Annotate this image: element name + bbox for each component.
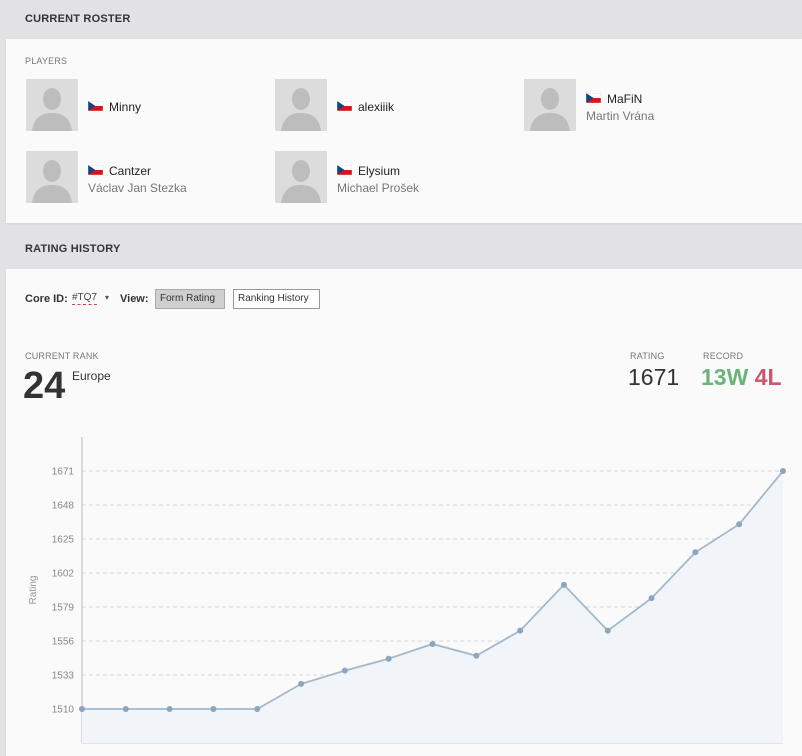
record-losses: 4L [754,364,782,390]
rating-chart: 1510 1533 1556 1579 1602 1625 1648 1671 Rating [28,437,786,744]
players-label: PLAYERS [25,56,68,66]
record-label: RECORD [703,351,744,361]
cz-flag-icon [88,165,103,175]
player-card[interactable]: Elysium Michael Prošek [275,151,515,203]
rating-history-header: RATING HISTORY [0,230,802,268]
current-rank-label: CURRENT RANK [25,351,99,361]
rank-region: Europe [72,369,111,383]
player-card[interactable]: alexiiik [275,79,515,131]
y-tick-label: 1671 [52,467,75,478]
y-tick-label: 1602 [52,569,75,580]
avatar-placeholder-icon [524,79,576,131]
y-tick-label: 1533 [52,671,75,682]
rating-point[interactable] [517,627,524,634]
core-id-label: Core ID: [25,293,68,305]
y-axis-label: Rating [28,576,39,605]
cz-flag-icon [337,165,352,175]
current-rank-value: 24 [23,365,66,407]
rating-point[interactable] [648,595,655,602]
record-wins: 13W [701,364,749,390]
rating-point[interactable] [736,521,743,528]
view-label: View: [120,293,149,305]
player-card[interactable]: MaFiN Martin Vrána [524,79,764,131]
rating-panel: Core ID: #TQ7 ▾ View: Form Rating Rankin… [6,269,802,756]
player-nick[interactable]: MaFiN [607,92,643,106]
y-tick-label: 1648 [52,501,75,512]
cz-flag-icon [88,101,103,111]
player-real-name: Václav Jan Stezka [88,181,187,195]
avatar-placeholder-icon [26,79,78,131]
rating-point[interactable] [122,706,129,712]
current-roster-header: CURRENT ROSTER [0,0,802,38]
rating-point[interactable] [604,627,611,634]
rating-point[interactable] [210,706,217,712]
rating-point[interactable] [780,468,786,474]
player-card[interactable]: Minny [26,79,266,131]
rating-point[interactable] [429,640,436,647]
record-value: 13W 4L [701,364,782,391]
rating-point[interactable] [298,680,305,687]
y-tick-label: 1625 [52,535,75,546]
rating-point[interactable] [473,652,480,659]
y-tick-label: 1579 [52,603,75,614]
chevron-down-icon[interactable]: ▾ [105,293,110,302]
player-nick[interactable]: Minny [109,100,142,114]
roster-panel: PLAYERS Minny alexiiik MaFiN Martin Vrán… [6,39,802,223]
rating-point[interactable] [385,655,392,662]
rating-point[interactable] [560,581,567,588]
rating-value: 1671 [628,364,680,390]
cz-flag-icon [586,93,601,103]
y-tick-label: 1556 [52,637,75,648]
player-real-name: Michael Prošek [337,181,420,195]
avatar-placeholder-icon [26,151,78,203]
player-nick[interactable]: Elysium [358,164,401,178]
player-card[interactable]: Cantzer Václav Jan Stezka [26,151,266,203]
player-nick[interactable]: alexiiik [358,100,395,114]
avatar-placeholder-icon [275,151,327,203]
form-rating-button[interactable]: Form Rating [155,289,225,309]
player-real-name: Martin Vrána [586,109,655,123]
rating-area [82,471,783,743]
rating-label: RATING [630,351,665,361]
y-tick-label: 1510 [52,705,75,716]
rating-point[interactable] [341,667,348,674]
ranking-history-button[interactable]: Ranking History [233,289,320,309]
cz-flag-icon [337,101,352,111]
rating-point[interactable] [166,706,173,712]
rating-point[interactable] [254,706,261,712]
avatar-placeholder-icon [275,79,327,131]
rating-point[interactable] [692,549,699,556]
rating-point[interactable] [79,706,85,712]
core-id-select[interactable]: #TQ7 [72,292,98,305]
player-nick[interactable]: Cantzer [109,164,152,178]
